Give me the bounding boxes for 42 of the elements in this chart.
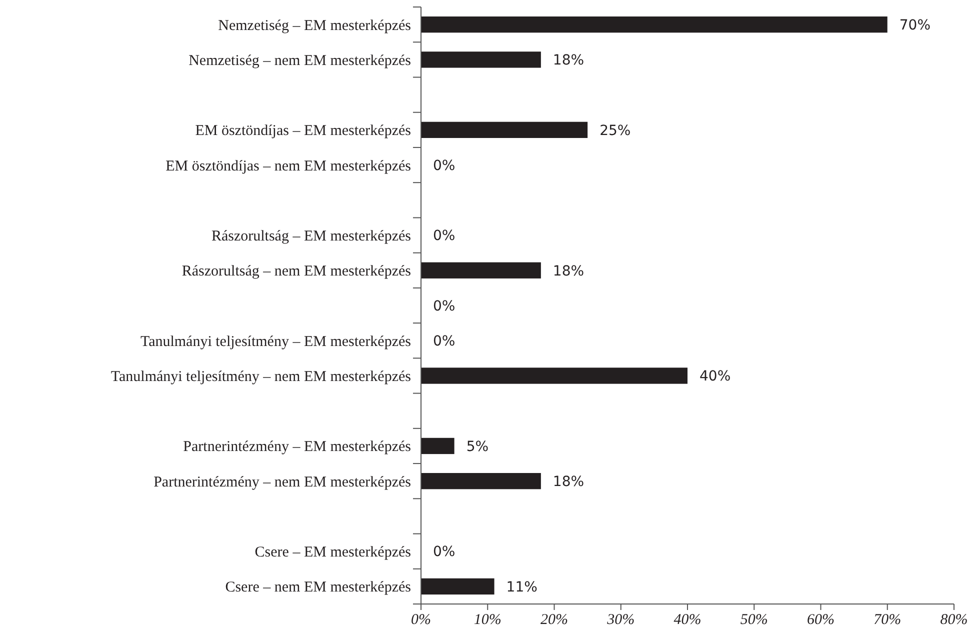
y-tick-label: Csere – EM mesterképzés bbox=[254, 544, 412, 561]
x-tick-label: 60% bbox=[807, 612, 834, 628]
x-tick-label: 40% bbox=[674, 612, 702, 628]
bar bbox=[421, 262, 541, 278]
y-tick-label: Rászorultság – nem EM mesterképzés bbox=[182, 264, 412, 280]
x-tick-label: 0% bbox=[411, 612, 431, 628]
y-tick-label: EM ösztöndíjas – EM mesterképzés bbox=[195, 123, 412, 140]
y-tick-label: Tanulmányi teljesítmény – EM mesterképzés bbox=[140, 334, 412, 350]
y-tick-label: Rászorultság – EM mesterképzés bbox=[211, 228, 412, 245]
data-label: 0% bbox=[433, 334, 456, 350]
data-label: 0% bbox=[433, 158, 456, 174]
y-tick-label: EM ösztöndíjas – nem EM mesterképzés bbox=[166, 158, 412, 174]
x-tick-label: 50% bbox=[740, 612, 768, 628]
bar bbox=[421, 473, 541, 490]
data-label: 18% bbox=[552, 263, 584, 280]
bar bbox=[421, 16, 888, 33]
bar bbox=[421, 122, 588, 138]
data-label: 70% bbox=[899, 17, 930, 34]
data-label: 5% bbox=[466, 438, 489, 455]
x-tick-label: 80% bbox=[940, 612, 968, 628]
x-tick-label: 20% bbox=[540, 612, 568, 628]
data-label: 0% bbox=[433, 298, 456, 314]
bar bbox=[421, 578, 494, 595]
x-tick-label: 30% bbox=[606, 612, 635, 628]
x-tick-label: 70% bbox=[874, 612, 902, 628]
y-tick-label: Csere – nem EM mesterképzés bbox=[225, 580, 412, 596]
data-label: 0% bbox=[433, 228, 456, 244]
y-tick-label: Partnerintézmény – EM mesterképzés bbox=[183, 439, 412, 456]
bar bbox=[421, 438, 454, 454]
data-label: 0% bbox=[433, 544, 456, 560]
x-tick-label: 10% bbox=[474, 612, 502, 628]
data-label: 18% bbox=[552, 474, 584, 490]
data-label: 25% bbox=[600, 122, 631, 139]
data-label: 18% bbox=[552, 52, 584, 69]
data-label: 11% bbox=[506, 579, 538, 596]
bar bbox=[421, 52, 541, 68]
y-tick-label: Tanulmányi teljesítmény – nem EM mesterképzés bbox=[110, 368, 412, 385]
bar bbox=[421, 368, 688, 384]
data-label: 40% bbox=[700, 368, 731, 385]
y-tick-label: Nemzetiség – nem EM mesterképzés bbox=[188, 52, 412, 69]
y-tick-label: Nemzetiség – EM mesterképzés bbox=[218, 18, 412, 34]
y-tick-label: Partnerintézmény – nem EM mesterképzés bbox=[154, 474, 412, 490]
